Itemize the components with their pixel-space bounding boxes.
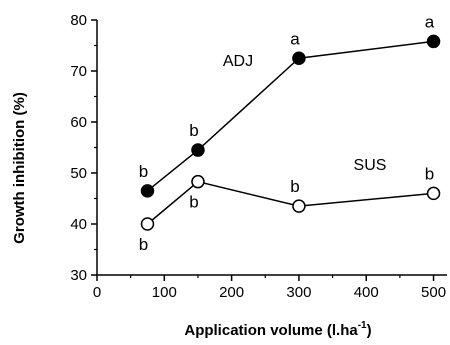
series-label-adj: ADJ — [223, 53, 253, 70]
y-tick-label: 50 — [70, 165, 87, 182]
point-label: b — [139, 162, 148, 181]
y-axis-title: Growth inhibition (%) — [11, 92, 28, 244]
series-sus-point — [292, 199, 306, 213]
y-tick-label: 80 — [70, 12, 87, 29]
point-label: b — [189, 121, 198, 140]
x-axis-title-close: ) — [367, 322, 372, 339]
x-tick-label: 400 — [354, 284, 379, 301]
point-label: a — [290, 29, 300, 48]
series-sus-line — [146, 180, 434, 225]
x-tick-label: 100 — [152, 284, 177, 301]
series-sus-point — [140, 217, 155, 231]
point-label: b — [189, 193, 198, 212]
x-axis-title: Application volume (l.ha-1) — [184, 320, 371, 339]
x-tick-label: 200 — [219, 284, 244, 301]
point-label: a — [425, 12, 435, 31]
series-adj-point — [292, 51, 306, 65]
y-tick-label: 70 — [70, 63, 87, 80]
series-sus — [140, 174, 441, 231]
x-tick-label: 0 — [93, 284, 101, 301]
x-axis-title-main: Application volume (l.ha — [184, 322, 358, 339]
x-tick-label: 500 — [421, 284, 446, 301]
point-label: b — [425, 164, 434, 183]
x-axis-title-superscript: -1 — [358, 320, 367, 331]
series-adj-point — [191, 143, 205, 157]
series-label-sus: SUS — [354, 157, 387, 174]
y-tick-label: 60 — [70, 114, 87, 131]
series-sus-point — [426, 186, 441, 201]
axes: 30 40 50 60 70 80 0 100 200 300 400 500 — [70, 12, 447, 301]
series-sus-point — [191, 174, 205, 189]
x-tick-label: 300 — [286, 284, 311, 301]
series-adj-point — [426, 34, 441, 49]
point-label: b — [290, 177, 299, 196]
series-layer — [140, 34, 441, 231]
series-adj-line — [147, 40, 434, 192]
series-adj-point — [140, 184, 155, 198]
y-tick-label: 40 — [70, 216, 87, 233]
y-tick-label: 30 — [70, 267, 87, 284]
point-label: b — [139, 235, 148, 254]
series-adj — [140, 34, 441, 198]
labels-layer: b b a a ADJ b b b b SUS — [139, 12, 435, 254]
